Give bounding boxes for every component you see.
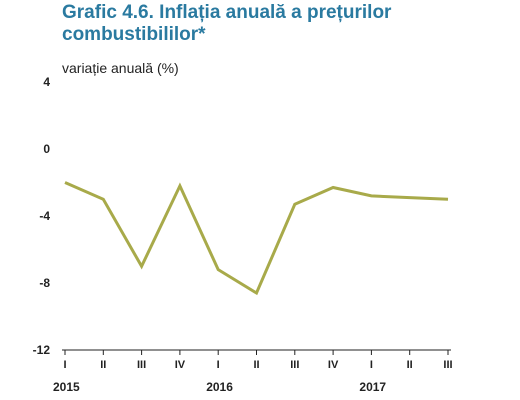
series-line <box>64 181 449 296</box>
chart-title-line-1: Grafic 4.6. Inflația anuală a prețurilor <box>62 2 392 23</box>
y-tick-label: 4 <box>43 75 50 89</box>
y-tick-label: -8 <box>39 276 50 290</box>
x-tick-label: IV <box>328 359 339 371</box>
x-tick-label: IV <box>175 359 186 371</box>
y-tick-label: 0 <box>43 142 50 156</box>
y-axis-ticks: 4 0 -4 -8 -12 <box>33 75 51 357</box>
x-tick-label: III <box>290 359 299 371</box>
x-tick-label: II <box>100 359 106 371</box>
x-tick-label: I <box>370 359 373 371</box>
x-tick-label: I <box>217 359 220 371</box>
y-tick-label: -4 <box>39 209 50 223</box>
y-tick-label: -12 <box>33 343 51 357</box>
chart-title: Grafic 4.6. Inflația anuală a prețurilor… <box>62 2 502 46</box>
x-tick-label: III <box>137 359 146 371</box>
series-layer <box>64 181 449 296</box>
y-axis-unit-label: variație anuală (%) <box>62 60 179 76</box>
x-tick-label: II <box>253 359 259 371</box>
x-year-label: 2016 <box>206 380 233 394</box>
x-tick-label: III <box>443 359 452 371</box>
x-year-label: 2017 <box>359 380 386 394</box>
x-tick-label: II <box>407 359 413 371</box>
x-year-label: 2015 <box>53 380 80 394</box>
x-tick-label: I <box>63 359 66 371</box>
chart-title-line-2: combustibililor* <box>62 24 206 45</box>
